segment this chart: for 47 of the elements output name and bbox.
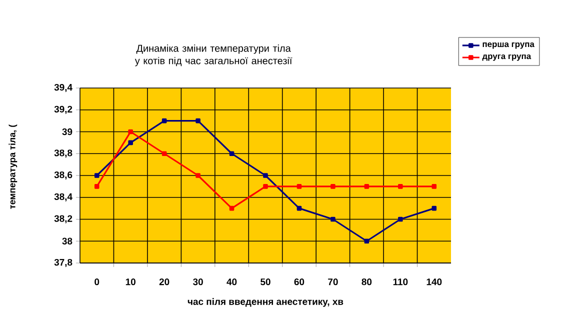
- point: [128, 129, 133, 134]
- y-tick-label: 37,8: [54, 258, 72, 268]
- x-tick-label: 50: [260, 278, 270, 286]
- point: [196, 118, 200, 124]
- x-tick-label: 10: [126, 278, 136, 286]
- point: [398, 184, 403, 189]
- y-tick-label: 38,2: [54, 215, 72, 224]
- x-tick-label: 60: [294, 278, 304, 286]
- y-tick-label: 39,4: [54, 84, 72, 92]
- x-tick-label: 20: [159, 278, 170, 286]
- point: [330, 216, 336, 222]
- point: [296, 206, 302, 211]
- point: [263, 173, 268, 178]
- point: [364, 184, 370, 189]
- point: [398, 216, 403, 222]
- point: [128, 140, 133, 146]
- point: [364, 238, 370, 244]
- y-tick-label: 38,4: [54, 193, 72, 202]
- y-tick-label: 38,6: [54, 171, 72, 180]
- point: [330, 184, 336, 189]
- point: [94, 184, 100, 189]
- x-tick-label: 0: [94, 278, 100, 286]
- legend-label: друга група: [482, 54, 532, 61]
- point: [162, 118, 167, 124]
- point: [229, 206, 234, 211]
- point: [432, 206, 437, 211]
- x-tick-label: 40: [226, 278, 237, 286]
- y-tick-label: 39,2: [54, 106, 72, 114]
- y-tick-label: 39: [62, 128, 72, 136]
- x-tick-label: 80: [362, 278, 372, 286]
- x-axis-title: час піля введення анестетику, хв: [188, 298, 344, 307]
- point: [296, 184, 302, 189]
- point: [263, 184, 268, 189]
- legend-label: перша група: [482, 42, 535, 49]
- point: [94, 173, 100, 178]
- x-tick-label: 70: [328, 278, 338, 286]
- x-tick-label: 30: [193, 278, 203, 286]
- y-tick-label: 38,8: [54, 150, 72, 158]
- y-axis-title: температура тіла, (: [8, 124, 18, 209]
- point: [162, 151, 167, 156]
- point: [432, 184, 437, 189]
- chart-title: Динаміка зміни температури тіла у котів під час загальної анестезії: [134, 44, 292, 66]
- point: [196, 173, 200, 178]
- point: [229, 151, 234, 156]
- x-tick-label: 140: [426, 278, 442, 286]
- y-tick-label: 38: [62, 238, 72, 244]
- x-tick-label: 110: [393, 278, 408, 286]
